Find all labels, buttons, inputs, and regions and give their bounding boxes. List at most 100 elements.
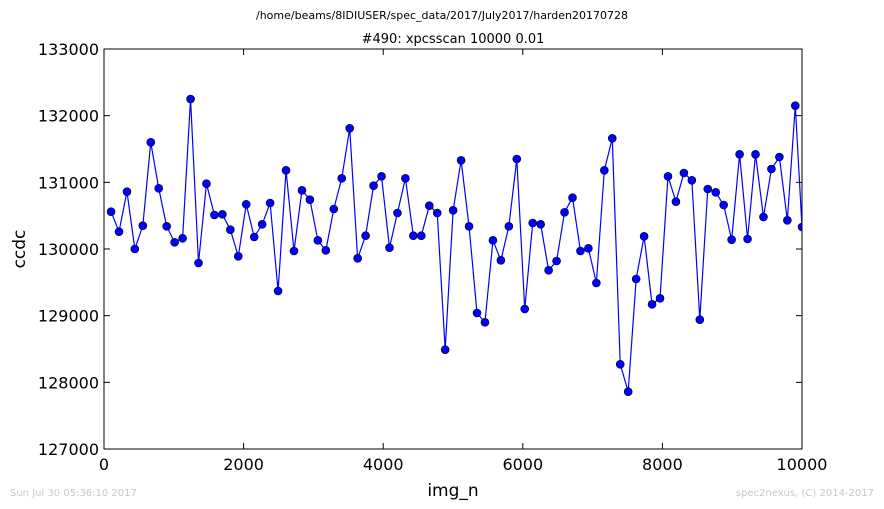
chart-title: #490: xpcsscan 10000 0.01 [362, 32, 545, 47]
plot-frame [103, 48, 803, 450]
data-point [361, 231, 370, 240]
data-point [106, 207, 116, 216]
data-point [711, 188, 721, 197]
x-tick-label: 6000 [502, 455, 543, 474]
series-line [110, 98, 803, 392]
data-point [727, 235, 736, 244]
data-point [401, 174, 410, 183]
y-axis-label: ccdc [10, 230, 30, 269]
y-tick-label: 129000 [38, 307, 99, 326]
data-point [790, 101, 800, 110]
data-point [472, 308, 482, 318]
x-tick-label: 4000 [363, 455, 404, 474]
data-point [679, 168, 689, 178]
data-point [122, 187, 132, 196]
data-point [480, 318, 490, 327]
data-point [568, 193, 577, 202]
data-point [289, 246, 299, 256]
y-tick-label: 130000 [38, 240, 99, 259]
data-point [560, 208, 569, 217]
data-point [592, 278, 601, 288]
data-point [655, 294, 665, 303]
data-point [775, 152, 784, 162]
data-point [249, 232, 259, 242]
data-point [783, 216, 792, 225]
data-point [226, 225, 235, 234]
data-point [194, 258, 203, 268]
data-point [623, 387, 633, 396]
data-point [417, 231, 426, 240]
data-point [297, 186, 307, 195]
data-point [767, 164, 776, 174]
data-point [210, 210, 219, 220]
data-point [751, 150, 760, 159]
data-point [647, 300, 657, 309]
data-point [456, 156, 466, 165]
data-point [615, 360, 625, 369]
data-point [432, 208, 442, 218]
data-point [202, 179, 211, 188]
data-point [114, 227, 124, 236]
data-point [440, 345, 450, 354]
data-point [154, 184, 164, 193]
data-point [735, 150, 744, 159]
y-tick-label: 133000 [38, 40, 99, 59]
data-point [743, 234, 752, 244]
data-point [759, 212, 768, 222]
data-point [186, 94, 195, 104]
data-point [639, 232, 649, 241]
data-point [424, 201, 434, 210]
data-point [265, 198, 275, 208]
data-point [663, 172, 673, 181]
data-point [695, 315, 705, 324]
data-point [464, 222, 474, 231]
data-point [393, 208, 402, 218]
data-point [552, 256, 561, 266]
data-point [273, 286, 283, 296]
data-point [584, 244, 593, 253]
data-point [496, 256, 506, 265]
data-point [337, 174, 347, 183]
data-point [703, 184, 713, 194]
x-tick-label: 8000 [642, 455, 683, 474]
data-point [512, 154, 522, 164]
data-point [671, 197, 681, 206]
data-point [162, 222, 171, 231]
data-point [536, 220, 545, 229]
file-path-title: /home/beams/8IDIUSER/spec_data/2017/July… [256, 9, 628, 22]
data-point [257, 220, 267, 229]
timestamp-footer: Sun Jul 30 05:36:10 2017 [10, 488, 137, 499]
data-point [520, 304, 530, 314]
data-point [385, 243, 394, 252]
data-point [305, 195, 315, 204]
plot-clip-mask [802, 39, 843, 459]
y-tick-label: 131000 [38, 173, 99, 192]
data-point [504, 222, 514, 231]
data-point [369, 181, 378, 190]
data-point [576, 246, 585, 256]
data-point [313, 236, 323, 245]
data-point [631, 274, 641, 284]
y-tick-label: 128000 [38, 373, 99, 392]
data-point [488, 236, 498, 245]
data-point [687, 176, 697, 185]
x-tick-label: 0 [99, 455, 109, 474]
y-tick-label: 127000 [38, 440, 99, 459]
x-axis-label: img_n [427, 481, 478, 501]
data-point [130, 244, 140, 254]
credit-footer: spec2nexus, (C) 2014-2017 [735, 488, 874, 499]
data-point [377, 172, 386, 181]
data-point [544, 266, 553, 275]
data-point [353, 254, 362, 263]
data-point [281, 166, 291, 175]
data-point [719, 200, 728, 210]
data-point [146, 138, 156, 147]
data-point [138, 221, 148, 230]
data-point [241, 200, 251, 209]
data-point [528, 218, 538, 228]
data-point [600, 166, 609, 175]
x-tick-label: 10000 [777, 455, 828, 474]
x-tick-label: 2000 [223, 455, 264, 474]
data-point [218, 210, 227, 219]
